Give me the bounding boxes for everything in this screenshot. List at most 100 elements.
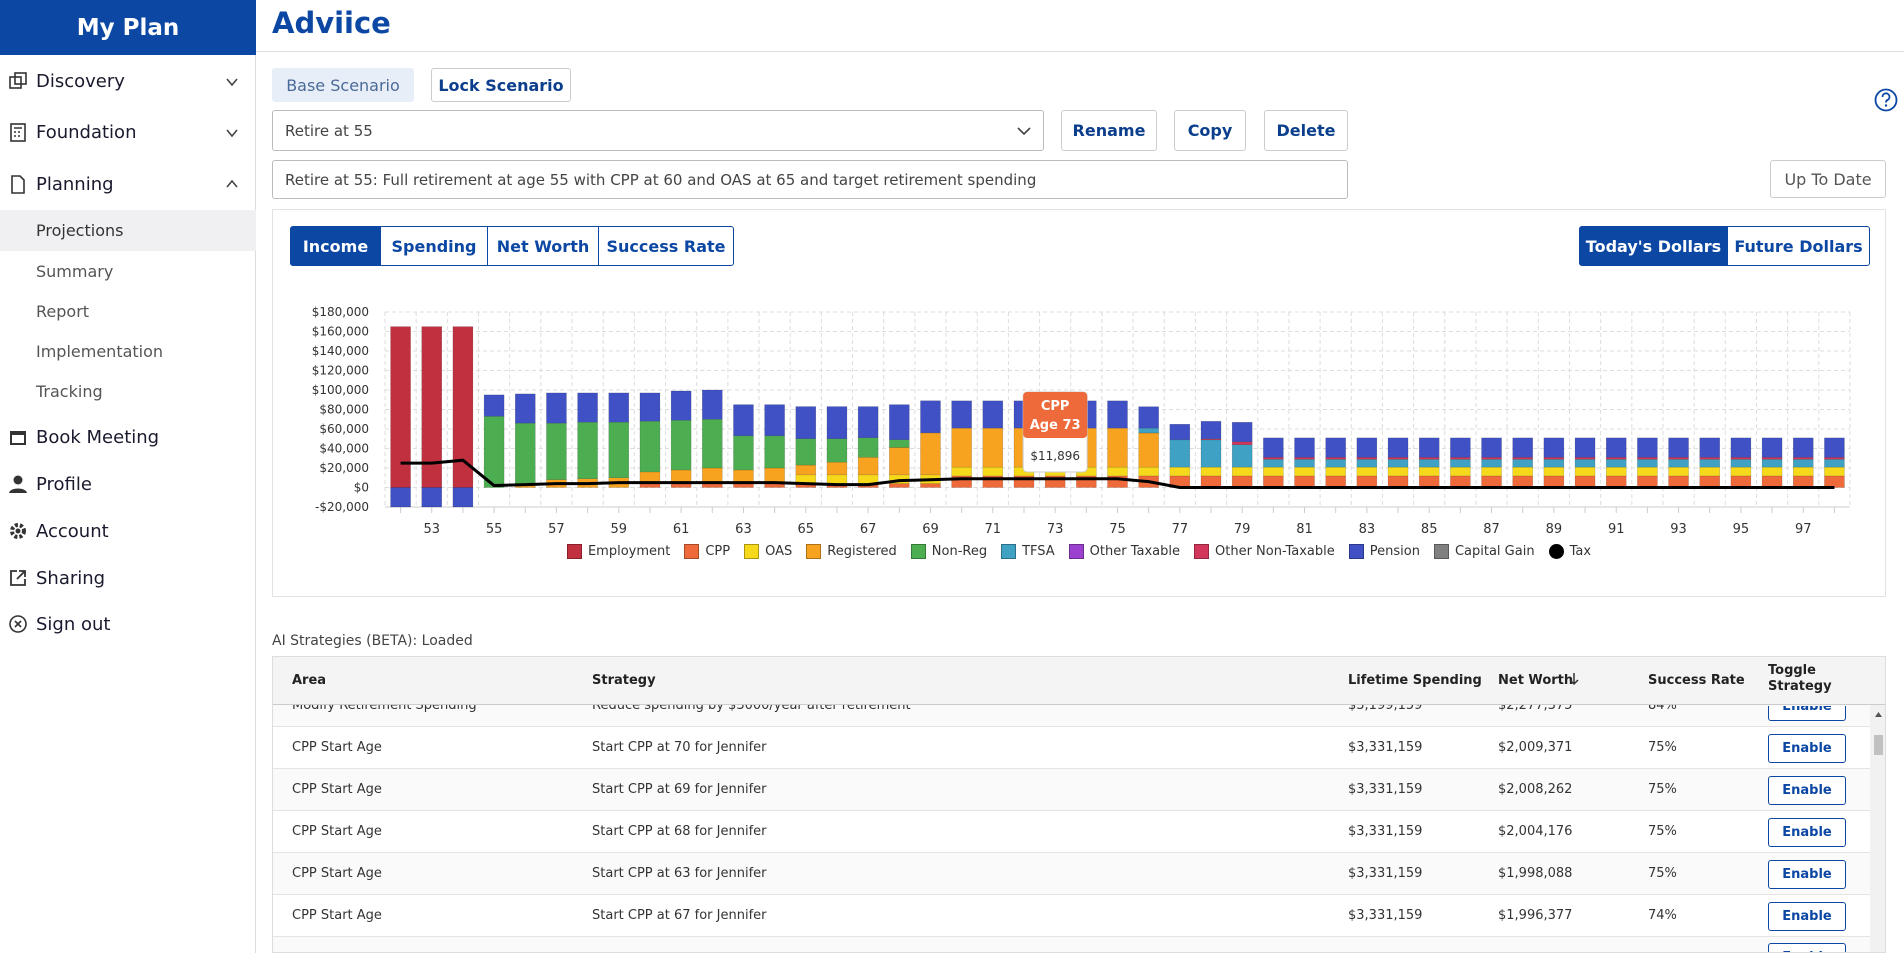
bar-segment [1512,466,1533,477]
x-tick-label: 95 [1733,522,1750,537]
bar-segment [1263,475,1284,488]
chart-card: Income Spending Net Worth Success Rate T… [272,209,1886,597]
bar-segment [733,483,754,488]
bar-segment [1418,475,1440,488]
bar-segment [1699,457,1720,460]
bar-segment [1387,437,1409,458]
enable-button[interactable]: Enable [1768,776,1846,805]
bar-segment [1605,459,1627,468]
bar-segment [1730,457,1752,460]
bar-segment [1481,437,1502,458]
spending-tab[interactable]: Spending [380,226,488,266]
enable-button[interactable]: Enable [1768,902,1846,931]
nav-sign-out[interactable]: Sign out [8,609,110,639]
enable-button[interactable]: Enable [1768,706,1846,721]
y-tick-label: $140,000 [312,344,369,358]
bar-segment [920,483,941,488]
legend-item: Non-Reg [910,544,987,559]
delete-button[interactable]: Delete [1264,110,1348,151]
bar-segment [982,466,1004,477]
future-dollars-tab[interactable]: Future Dollars [1727,226,1870,266]
y-tick-label: -$20,000 [315,500,369,514]
x-tick-label: 83 [1359,522,1376,537]
legend-swatch [744,544,760,559]
bar-segment [1263,457,1284,460]
base-scenario-tab[interactable]: Base Scenario [272,68,414,102]
nav-discovery[interactable]: Discovery [8,66,125,96]
legend-label: Other Non-Taxable [1215,544,1335,559]
scrollbar[interactable] [1870,705,1886,953]
bar-segment [639,392,661,422]
x-tick-label: 53 [423,522,440,537]
nav-account[interactable]: Account [8,516,109,546]
nav-implementation[interactable]: Implementation [36,341,164,361]
enable-button[interactable]: Enable [1768,818,1846,847]
bar-segment [670,483,692,488]
tax-line [400,458,1835,489]
x-tick-label: 59 [611,522,628,537]
bar-segment [857,457,879,476]
bar-segment [920,400,941,434]
enable-button[interactable]: Enable [1768,943,1846,952]
table-row [273,769,1870,811]
bar-segment [1574,459,1596,468]
bar-segment [1761,475,1783,488]
bar-segment [1325,437,1346,458]
bar-segment [1325,457,1346,460]
table-header [273,657,1885,705]
table-cell: $3,331,159 [1348,866,1423,881]
enable-button[interactable]: Enable [1768,860,1846,889]
copy-button[interactable]: Copy [1174,110,1246,151]
bar-segment [1543,437,1565,458]
up-to-date-button[interactable]: Up To Date [1770,160,1886,198]
scenario-select[interactable]: Retire at 55 [272,110,1044,151]
lock-scenario-tab[interactable]: Lock Scenario [431,68,571,102]
net-worth-tab[interactable]: Net Worth [487,226,599,266]
nav-summary[interactable]: Summary [36,261,114,281]
bar-segment [1325,466,1346,477]
table-cell: $2,277,375 [1498,698,1573,713]
success-rate-tab[interactable]: Success Rate [598,226,734,266]
bar-segment [1481,466,1502,477]
nav-label: Planning [36,173,114,195]
bar-segment [1605,437,1627,458]
bar-segment [515,422,536,485]
bar-segment [608,392,630,423]
bar-segment [1824,437,1845,458]
nav-profile[interactable]: Profile [8,469,92,499]
bar-segment [1231,444,1253,468]
bar-segment [1699,466,1720,477]
bar-segment [1761,459,1783,468]
income-tab[interactable]: Income [290,226,381,266]
bar-segment [702,389,723,420]
todays-dollars-tab[interactable]: Today's Dollars [1579,226,1728,266]
tooltip-title: CPP [1041,399,1070,414]
sort-icon [1569,673,1579,686]
legend-label: Other Taxable [1089,544,1180,559]
legend-label: Employment [587,544,671,559]
bar-segment [857,437,879,458]
nav-report[interactable]: Report [36,301,90,321]
nav-planning[interactable]: Planning [8,169,114,199]
nav-tracking[interactable]: Tracking [36,381,103,401]
column-header: Area [292,673,327,688]
nav-foundation[interactable]: Foundation [8,117,136,147]
column-header: Lifetime Spending [1348,673,1482,688]
legend-label: TFSA [1022,544,1055,559]
table-row [273,853,1870,895]
scenario-description[interactable]: Retire at 55: Full retirement at age 55 … [272,160,1348,199]
table-row [273,727,1870,769]
table-cell: $2,008,262 [1498,782,1573,797]
help-icon[interactable] [1874,88,1898,112]
enable-button[interactable]: Enable [1768,734,1846,763]
nav-sharing[interactable]: Sharing [8,563,105,593]
bar-segment [1107,466,1128,477]
x-tick-label: 55 [486,522,503,537]
x-tick-label: 69 [922,522,939,537]
bar-segment [483,394,505,417]
bar-segment [1294,466,1315,477]
rename-button[interactable]: Rename [1061,110,1157,151]
nav-book-meeting[interactable]: Book Meeting [8,422,159,452]
tooltip-header [1023,392,1088,438]
nav-projections[interactable]: Projections [36,220,124,240]
